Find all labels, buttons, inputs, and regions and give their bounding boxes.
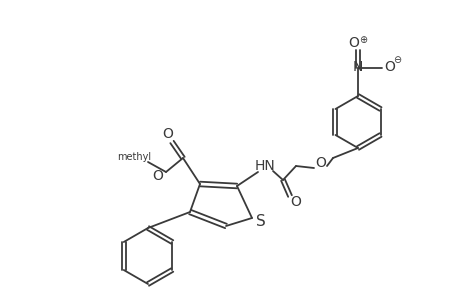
Text: O: O <box>384 60 395 74</box>
Text: O: O <box>152 169 163 183</box>
Text: HN: HN <box>254 159 275 173</box>
Text: O: O <box>315 156 326 170</box>
Text: O: O <box>290 195 301 209</box>
Text: S: S <box>256 214 265 230</box>
Text: O: O <box>348 36 358 50</box>
Text: O: O <box>162 127 173 141</box>
Text: N: N <box>352 60 363 74</box>
Text: ⊕: ⊕ <box>358 35 366 45</box>
Text: methyl: methyl <box>117 152 151 162</box>
Text: ⊖: ⊖ <box>392 55 400 65</box>
